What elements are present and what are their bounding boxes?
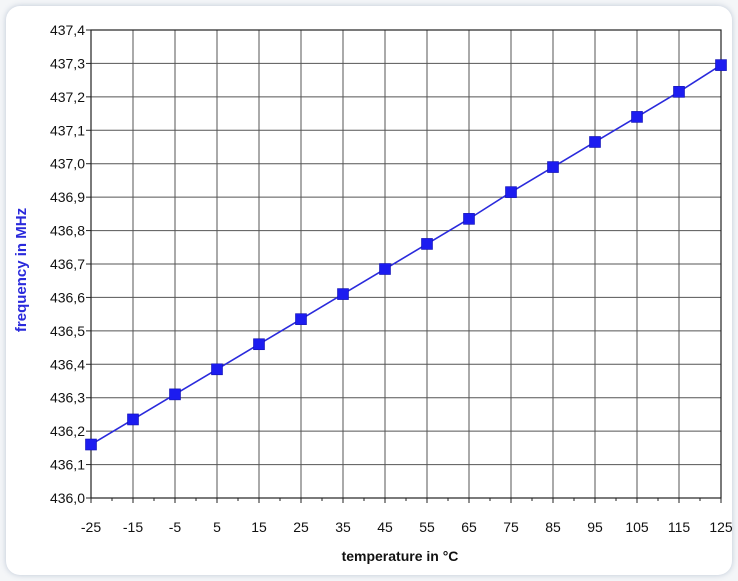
x-tick-label: 45 [377,519,393,535]
x-axis-ticks: -25 -15 -5 5 15 25 35 45 55 65 75 85 95 105 115 125 [81,519,733,535]
grid-lines [86,29,722,503]
x-tick-label: 55 [419,519,435,535]
x-tick-label: 5 [213,519,221,535]
y-tick-label: 437,4 [50,22,85,38]
data-point-marker [211,363,223,376]
y-tick-label: 436,3 [50,390,85,406]
x-tick-label: -25 [81,519,101,535]
data-point-marker [127,413,139,426]
x-tick-label: -5 [169,519,182,535]
data-point-marker [589,136,601,148]
series-polyline [90,64,722,446]
y-tick-label: 436,1 [50,457,85,473]
x-axis-label: temperature in °C [342,548,459,564]
data-point-marker [337,288,349,300]
y-tick-label: 436,7 [50,256,85,272]
series-line [90,64,722,446]
y-tick-label: 436,8 [50,223,85,239]
y-tick-label: 436,5 [50,323,85,339]
x-tick-label: 95 [587,519,603,535]
x-tick-label: 35 [335,519,351,535]
data-point-marker [673,86,685,98]
y-axis-label: frequency in MHz [13,208,30,332]
data-point-marker [547,161,559,173]
data-point-marker [295,313,307,325]
y-tick-label: 436,2 [50,423,85,439]
x-tick-label: 25 [293,519,309,535]
data-point-marker [85,438,97,451]
x-tick-label: 65 [461,519,477,535]
plot-border [90,29,722,499]
y-tick-label: 437,3 [50,55,85,71]
x-tick-label: 85 [545,519,561,535]
data-point-marker [253,338,265,351]
x-tick-label: 125 [709,519,733,535]
y-tick-label: 437,2 [50,89,85,105]
y-tick-label: 436,0 [50,490,85,506]
x-tick-label: 115 [668,519,691,535]
y-axis-ticks: 436,0 436,1 436,2 436,3 436,4 436,5 436,6 436,7… [50,22,85,506]
data-point-marker [379,263,391,275]
y-tick-label: 436,4 [50,356,85,372]
x-tick-label: 15 [251,519,267,535]
data-point-marker [421,238,433,250]
x-tick-label: 75 [503,519,519,535]
data-point-marker [505,186,517,198]
x-tick-label: -15 [123,519,143,535]
data-point-marker [715,59,727,71]
data-point-marker [631,111,643,123]
x-tick-label: 105 [625,519,649,535]
y-tick-label: 437,1 [50,122,85,138]
data-point-marker [169,388,181,401]
y-tick-label: 436,9 [50,189,85,205]
series-markers [85,59,727,451]
y-tick-label: 436,6 [50,289,85,305]
data-point-marker [463,213,475,225]
y-tick-label: 437,0 [50,156,85,172]
